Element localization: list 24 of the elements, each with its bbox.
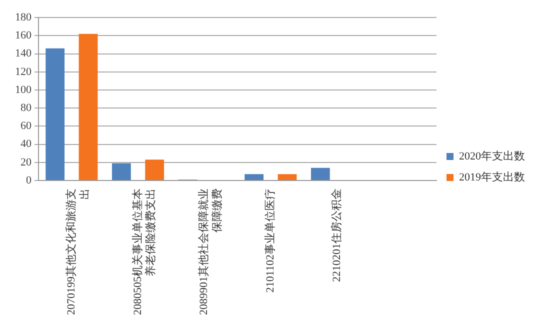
- bar: [244, 174, 264, 180]
- y-tick-label: 20: [20, 156, 32, 168]
- bar: [310, 168, 330, 180]
- x-tick-label: 2070199其他文化和旅游支出: [64, 188, 91, 315]
- y-tick-label: 80: [20, 102, 32, 114]
- x-tick-label: 2210201住房公积金: [330, 188, 343, 282]
- bar: [278, 174, 297, 180]
- y-tick-label: 100: [15, 84, 32, 96]
- bar: [112, 163, 131, 180]
- legend-label: 2020年支出数: [459, 149, 525, 162]
- legend-label: 2019年支出数: [459, 170, 525, 184]
- bar: [78, 34, 98, 180]
- x-tick-label: 2101102事业单位医疗: [264, 188, 277, 293]
- y-tick-label: 180: [15, 11, 32, 24]
- y-tick-label: 120: [15, 66, 32, 78]
- y-tick-label: 40: [20, 138, 32, 150]
- y-tick-label: 0: [26, 174, 32, 186]
- y-tick-label: 160: [15, 30, 32, 42]
- bar: [145, 160, 164, 180]
- bar: [46, 48, 65, 180]
- x-tick-label: 2089901其他社会保障就业保障缴费: [197, 188, 224, 315]
- x-tick-label: 2080505机关事业单位基本养老保险缴费支出: [130, 188, 158, 315]
- y-tick-label: 140: [15, 48, 32, 60]
- y-tick-label: 60: [20, 120, 32, 132]
